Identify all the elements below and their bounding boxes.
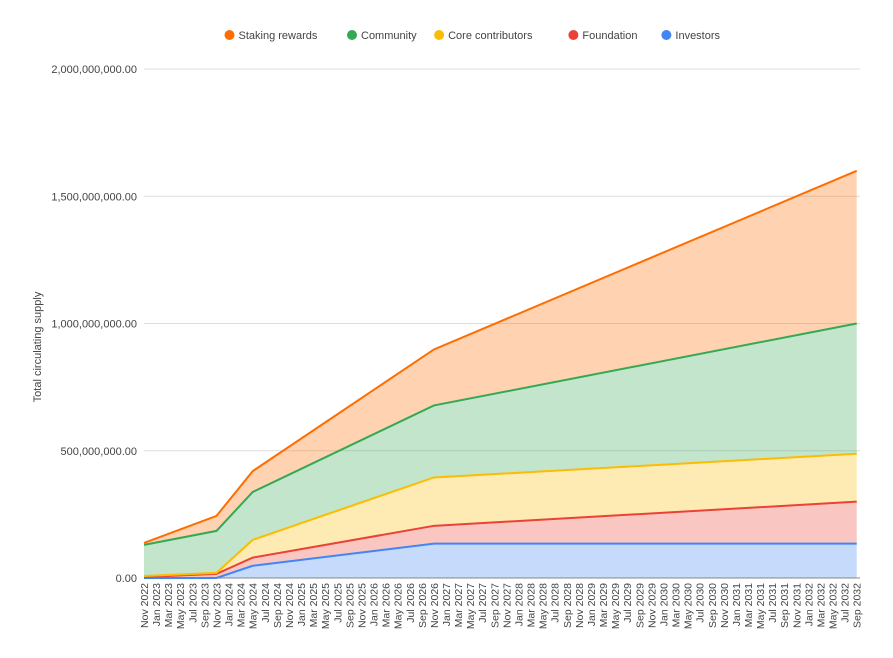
legend-label: Staking rewards (239, 30, 318, 42)
y-tick-label: 2,000,000,000.00 (51, 64, 137, 76)
x-tick-label: May 2027 (465, 583, 477, 629)
x-tick-label: Mar 2028 (526, 583, 538, 628)
x-tick-label: Mar 2025 (308, 583, 320, 628)
legend-marker (434, 30, 445, 40)
x-tick-label: Sep 2031 (779, 583, 791, 628)
legend-marker (347, 30, 357, 40)
legend-marker (661, 30, 672, 40)
x-tick-label: Jul 2031 (767, 583, 779, 623)
legend-label: Investors (675, 30, 720, 42)
x-tick-label: Sep 2025 (344, 583, 356, 628)
x-tick-label: Mar 2032 (815, 583, 827, 628)
x-tick-label: Mar 2024 (236, 583, 248, 628)
legend-label: Core contributors (448, 30, 533, 42)
x-tick-label: Nov 2024 (284, 583, 296, 628)
areas (144, 170, 857, 578)
x-tick-label: Sep 2029 (634, 583, 646, 628)
line-foundation (143, 500, 857, 578)
y-tick-label: 1,000,000,000.00 (51, 319, 137, 331)
x-tick-label: Jul 2030 (695, 583, 707, 623)
x-tick-label: May 2028 (538, 583, 550, 629)
line-investors (144, 542, 857, 579)
x-tick-label: Nov 2026 (429, 583, 441, 628)
legend-marker (568, 30, 579, 40)
x-tick-label: Jan 2030 (658, 583, 670, 626)
y-tick-label: 0.00 (116, 573, 137, 585)
area-investors (144, 543, 857, 578)
x-tick-label: May 2030 (683, 583, 695, 629)
legend-label: Foundation (582, 30, 637, 42)
area-community (144, 323, 857, 576)
x-tick-label: Jul 2027 (477, 583, 489, 623)
x-tick-label: Sep 2024 (272, 583, 284, 628)
series-lines (143, 169, 858, 579)
line-staking-rewards (143, 169, 858, 544)
x-tick-label: May 2024 (248, 583, 260, 629)
x-tick-label: Nov 2031 (791, 583, 803, 628)
x-tick-label: Nov 2029 (646, 583, 658, 628)
x-tick-label: Jan 2025 (296, 583, 308, 626)
area-staking-rewards (144, 170, 857, 545)
x-tick-label: Jan 2027 (441, 583, 453, 626)
x-tick-label: Jan 2028 (513, 583, 525, 626)
x-tick-label: Sep 2027 (489, 583, 501, 628)
x-tick-label: Nov 2025 (356, 583, 368, 628)
x-tick-label: Sep 2032 (852, 583, 864, 628)
line-community (143, 322, 857, 546)
x-tick-label: Sep 2026 (417, 583, 429, 628)
x-tick-label: Jul 2029 (622, 583, 634, 623)
x-tick-label: May 2025 (320, 583, 332, 629)
x-tick-label: Sep 2030 (707, 583, 719, 628)
x-tick-label: Jul 2032 (840, 583, 852, 623)
x-tick-label: Mar 2026 (381, 583, 393, 628)
x-tick-label: Mar 2029 (598, 583, 610, 628)
legend-label: Community (361, 30, 417, 42)
x-tick-label: May 2031 (755, 583, 767, 629)
x-tick-label: Jan 2024 (224, 583, 236, 626)
x-tick-label: Jan 2029 (586, 583, 598, 626)
x-tick-label: Jan 2023 (151, 583, 163, 626)
line-core-contributors (143, 452, 857, 577)
x-tick-label: Jul 2023 (187, 583, 199, 623)
x-tick-label: May 2032 (828, 583, 840, 629)
x-axis-ticks: Nov 2022 Jan 2023 Mar 2023 May 2023 Jul 2023… (139, 583, 864, 629)
x-tick-label: Sep 2023 (199, 583, 211, 628)
x-tick-label: May 2029 (610, 583, 622, 629)
x-tick-label: Jan 2026 (369, 583, 381, 626)
y-axis-title: Total circulating supply (32, 291, 44, 402)
legend-marker (224, 30, 235, 40)
x-tick-label: Jul 2028 (550, 583, 562, 623)
x-tick-label: May 2023 (175, 583, 187, 629)
x-tick-label: Jul 2026 (405, 583, 417, 623)
area-core-contributors (144, 453, 857, 577)
x-tick-label: Nov 2027 (501, 583, 513, 628)
x-tick-label: Nov 2028 (574, 583, 586, 628)
x-tick-label: Nov 2030 (719, 583, 731, 628)
x-tick-label: Jan 2031 (731, 583, 743, 626)
legend: Staking rewards Community Core contributor… (224, 30, 721, 42)
x-tick-label: Mar 2031 (743, 583, 755, 628)
x-tick-label: May 2026 (393, 583, 405, 629)
area-foundation (144, 501, 857, 578)
x-tick-label: Sep 2028 (562, 583, 574, 628)
x-tick-label: Mar 2023 (163, 583, 175, 628)
y-tick-label: 1,500,000,000.00 (51, 191, 137, 203)
x-tick-label: Mar 2027 (453, 583, 465, 628)
x-tick-label: Nov 2023 (211, 583, 223, 628)
x-tick-label: Jul 2025 (332, 583, 344, 623)
gridlines (144, 68, 860, 579)
x-tick-label: Nov 2022 (139, 583, 151, 628)
x-tick-label: Mar 2030 (671, 583, 683, 628)
y-tick-label: 500,000,000.00 (61, 446, 137, 458)
x-tick-label: Jul 2024 (260, 583, 272, 623)
y-axis-ticks: 0.00 500,000,000.00 1,000,000,000.00 1,500,… (51, 64, 137, 585)
x-tick-label: Jan 2032 (803, 583, 815, 626)
